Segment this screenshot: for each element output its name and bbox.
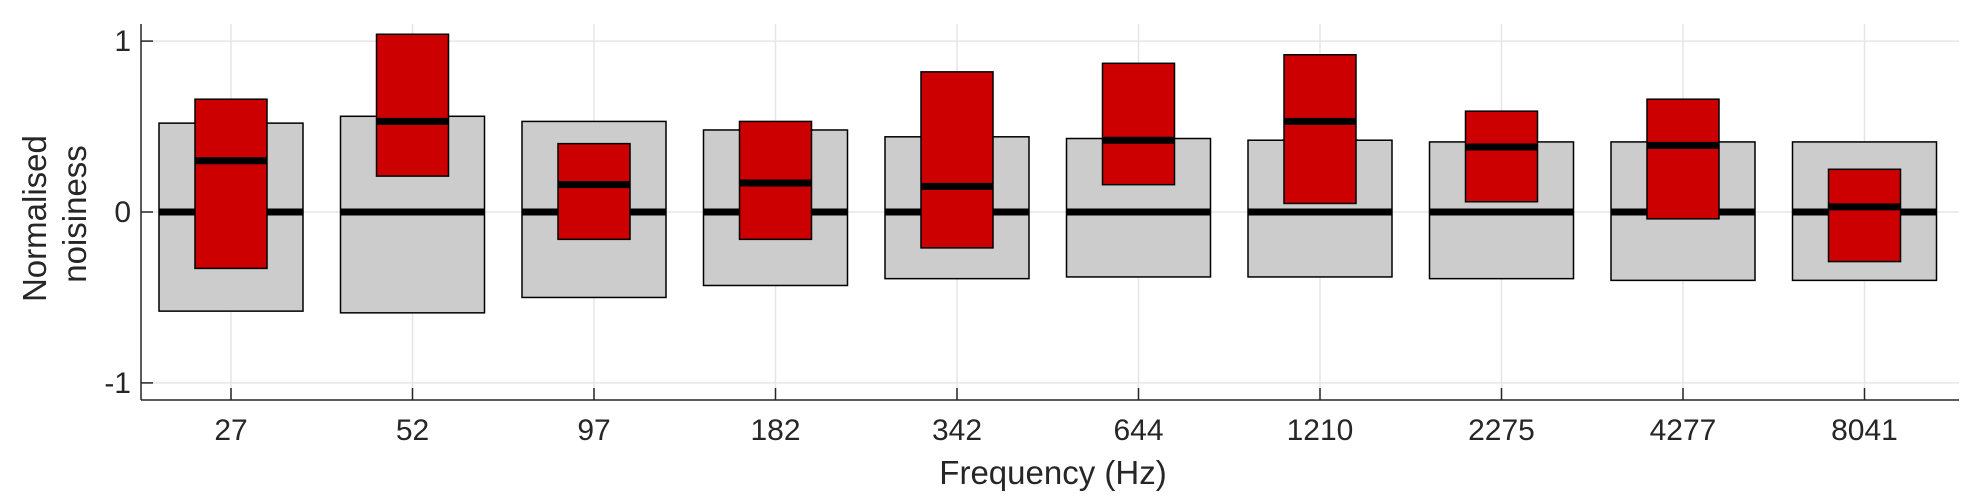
narrow-box [194,98,268,270]
narrow-box [375,33,450,177]
x-tick-label: 1210 [1287,414,1354,447]
narrow-box [1827,168,1902,263]
narrow-box [1646,98,1720,220]
x-tick-label: 27 [214,414,247,447]
axes [140,24,1959,401]
y-tick-label: 0 [114,196,131,229]
x-tick-label: 182 [750,414,800,447]
narrow-boxes [194,33,1902,270]
x-tick-label: 97 [577,414,610,447]
narrow-box [920,71,994,249]
narrow-box [1283,54,1357,205]
y-tick-label: -1 [104,367,131,400]
x-tick-label: 52 [396,414,429,447]
x-tick-label: 4277 [1650,414,1717,447]
y-tick-labels: 1 0 -1 [104,25,131,400]
y-axis-title-line-2: noisiness [56,145,93,283]
x-axis-title: Frequency (Hz) [939,454,1166,491]
narrow-box [1101,62,1176,186]
x-tick-label: 342 [932,414,982,447]
x-tick-labels: 27 52 97 182 342 644 1210 2275 4277 8041 [214,414,1898,447]
x-tick-label: 2275 [1468,414,1535,447]
narrow-box [1464,110,1539,203]
y-axis-title: Normalised noisiness [16,126,93,302]
x-tick-label: 644 [1113,414,1163,447]
x-tick-label: 8041 [1831,414,1898,447]
narrow-box [557,142,631,241]
y-tick-label: 1 [114,25,131,58]
y-axis-title-line-1: Normalised [16,135,53,302]
